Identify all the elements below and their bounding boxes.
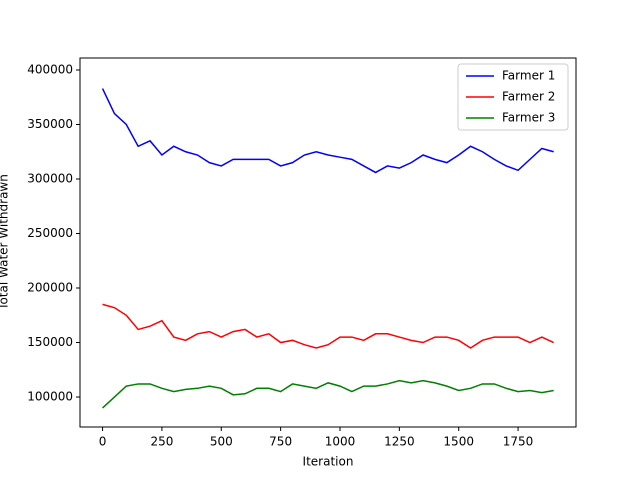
y-tick-label: 250000	[27, 226, 73, 240]
series-line	[101, 88, 554, 174]
x-tick-label: 1750	[503, 435, 534, 449]
y-tick-label: 300000	[27, 172, 73, 186]
y-tick-label: 400000	[27, 62, 73, 76]
x-axis-label: Iteration	[303, 455, 354, 469]
series-line	[102, 379, 554, 409]
y-tick-label: 200000	[27, 281, 73, 295]
y-tick-label: 350000	[27, 117, 73, 131]
x-tick-label: 1000	[325, 435, 356, 449]
x-tick-label: 1250	[384, 435, 415, 449]
plot-frame	[79, 57, 577, 428]
legend-label: Farmer 3	[502, 111, 555, 125]
x-tick-label: 750	[269, 435, 292, 449]
legend-label: Farmer 2	[502, 90, 555, 104]
series-line	[102, 303, 554, 349]
y-tick-label: 150000	[27, 335, 73, 349]
y-tick-label: 100000	[27, 390, 73, 404]
legend-box	[457, 63, 569, 131]
x-tick-label: 1500	[443, 435, 474, 449]
y-axis-label: Total Water Withdrawn	[0, 174, 11, 311]
legend-label: Farmer 1	[502, 69, 555, 83]
x-tick-label: 500	[210, 435, 233, 449]
x-tick-label: 0	[99, 435, 107, 449]
x-tick-label: 250	[150, 435, 173, 449]
